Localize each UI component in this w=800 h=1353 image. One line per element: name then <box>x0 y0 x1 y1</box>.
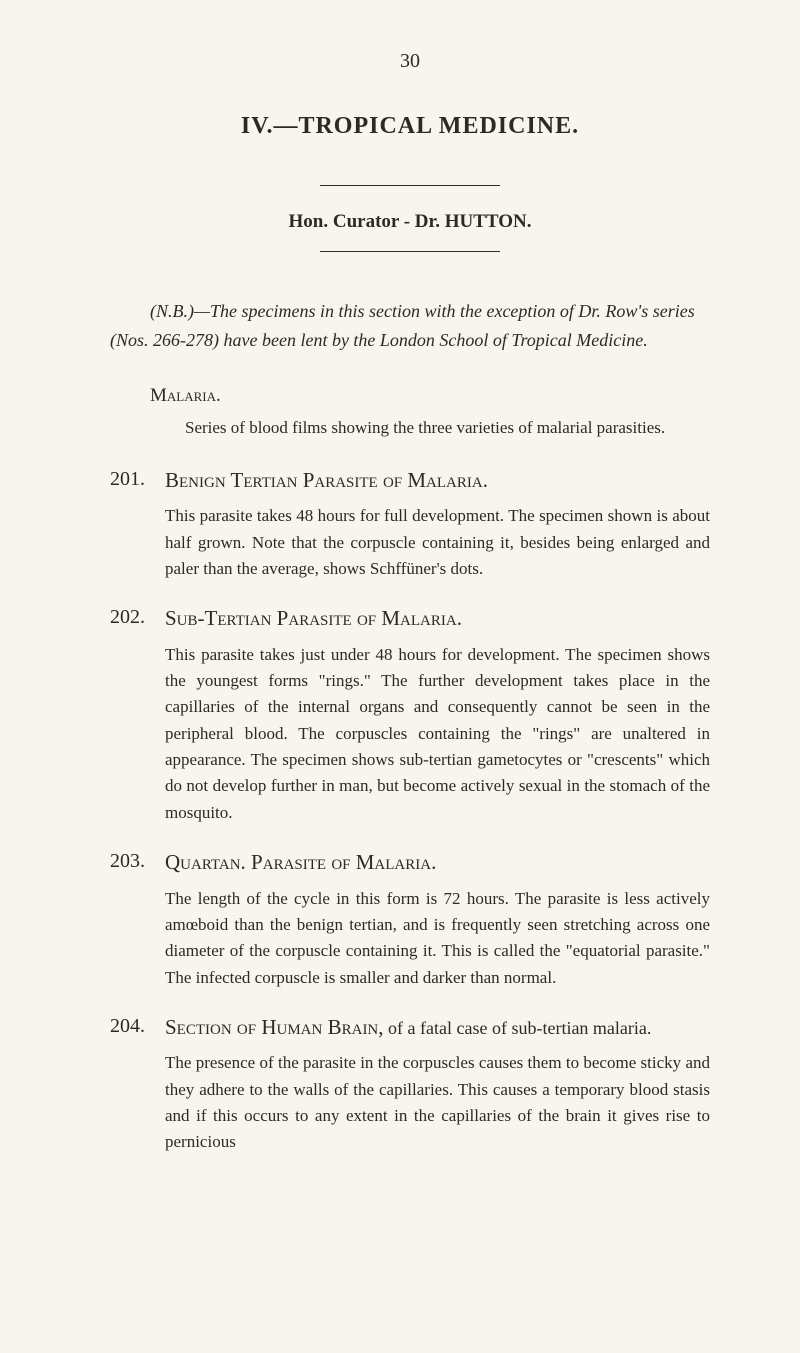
entry-body: This parasite takes 48 hours for full de… <box>165 503 710 582</box>
entry-title: Section of Human Brain, of a fatal case … <box>165 1013 710 1042</box>
entry-number: 203. <box>110 848 165 991</box>
divider-top <box>320 185 500 186</box>
entry-number: 204. <box>110 1013 165 1156</box>
chapter-title: IV.—TROPICAL MEDICINE. <box>110 113 710 140</box>
entry-content: Section of Human Brain, of a fatal case … <box>165 1013 710 1156</box>
entry-title-continuation: of a fatal case of sub-tertian malaria. <box>384 1018 652 1038</box>
malaria-body: Series of blood films showing the three … <box>185 415 710 441</box>
entry-body: The length of the cycle in this form is … <box>165 886 710 991</box>
entry-203: 203. Quartan. Parasite of Malaria. The l… <box>110 848 710 991</box>
nb-note: (N.B.)—The specimens in this section wit… <box>110 297 710 355</box>
entry-201: 201. Benign Tertian Parasite of Malaria.… <box>110 466 710 582</box>
entry-content: Quartan. Parasite of Malaria. The length… <box>165 848 710 991</box>
curator-line: Hon. Curator - Dr. HUTTON. <box>110 211 710 233</box>
entry-content: Sub-Tertian Parasite of Malaria. This pa… <box>165 604 710 826</box>
entry-title: Benign Tertian Parasite of Malaria. <box>165 466 710 495</box>
entry-number: 202. <box>110 604 165 826</box>
entry-number: 201. <box>110 466 165 582</box>
divider-under-curator <box>320 251 500 252</box>
entry-body: This parasite takes just under 48 hours … <box>165 642 710 826</box>
entry-title-caps: Section of Human Brain, <box>165 1015 384 1039</box>
entry-body: The presence of the parasite in the corp… <box>165 1050 710 1155</box>
entry-204: 204. Section of Human Brain, of a fatal … <box>110 1013 710 1156</box>
malaria-heading: Malaria. <box>110 385 710 407</box>
entry-title: Quartan. Parasite of Malaria. <box>165 848 710 877</box>
page-number: 30 <box>110 50 710 73</box>
entry-content: Benign Tertian Parasite of Malaria. This… <box>165 466 710 582</box>
entry-202: 202. Sub-Tertian Parasite of Malaria. Th… <box>110 604 710 826</box>
entry-title: Sub-Tertian Parasite of Malaria. <box>165 604 710 633</box>
